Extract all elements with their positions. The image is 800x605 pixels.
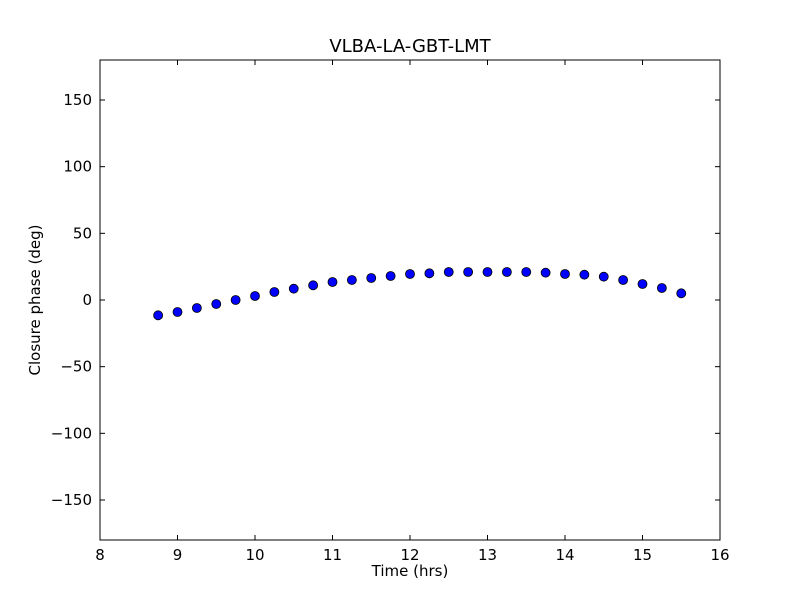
data-point [211, 299, 222, 309]
y-tick-label: 150 [63, 91, 92, 109]
x-tick-label: 16 [710, 546, 729, 564]
y-axis-label: Closure phase (deg) [26, 225, 44, 376]
data-point [346, 275, 357, 285]
data-point [153, 310, 164, 321]
data-point [424, 268, 435, 279]
data-point [463, 267, 474, 277]
data-point [288, 283, 299, 294]
data-point [385, 271, 396, 281]
data-point [191, 303, 202, 313]
data-point [579, 269, 590, 280]
data-point [618, 275, 629, 285]
y-tick-label: −50 [60, 358, 92, 376]
data-point [560, 269, 570, 279]
data-point [656, 283, 667, 293]
data-point [269, 287, 280, 297]
x-tick-label: 15 [633, 546, 652, 564]
x-tick-label: 11 [323, 546, 342, 564]
x-tick-label: 14 [555, 546, 574, 564]
data-point [327, 277, 338, 287]
y-tick-label: −150 [51, 491, 92, 509]
data-point [676, 288, 687, 299]
data-point [540, 267, 551, 278]
data-point [250, 291, 260, 301]
x-tick-label: 8 [95, 546, 105, 564]
y-tick-label: 0 [82, 291, 92, 309]
x-tick-label: 12 [400, 546, 419, 564]
chart-title: VLBA-LA-GBT-LMT [329, 36, 491, 57]
data-point [172, 307, 183, 317]
data-points [153, 267, 687, 321]
data-point [308, 280, 319, 291]
axis-ticks: 8 9 10 11 12 13 14 15 16 −150 −100 −50 0 50 100 150 [51, 60, 730, 564]
x-tick-label: 9 [173, 546, 183, 564]
data-point [405, 269, 415, 279]
data-point [482, 267, 493, 277]
x-tick-label: 10 [245, 546, 264, 564]
data-point [366, 273, 377, 283]
data-point [501, 267, 512, 277]
data-point [230, 295, 241, 305]
x-tick-label: 13 [478, 546, 497, 564]
y-tick-label: −100 [51, 424, 92, 442]
data-point [521, 267, 532, 277]
data-point [443, 267, 454, 277]
plot-frame [99, 59, 721, 541]
y-tick-label: 50 [73, 224, 92, 242]
data-point [637, 279, 648, 289]
data-point [598, 271, 609, 282]
y-tick-label: 100 [63, 158, 92, 176]
x-axis-label: Time (hrs) [371, 562, 449, 580]
